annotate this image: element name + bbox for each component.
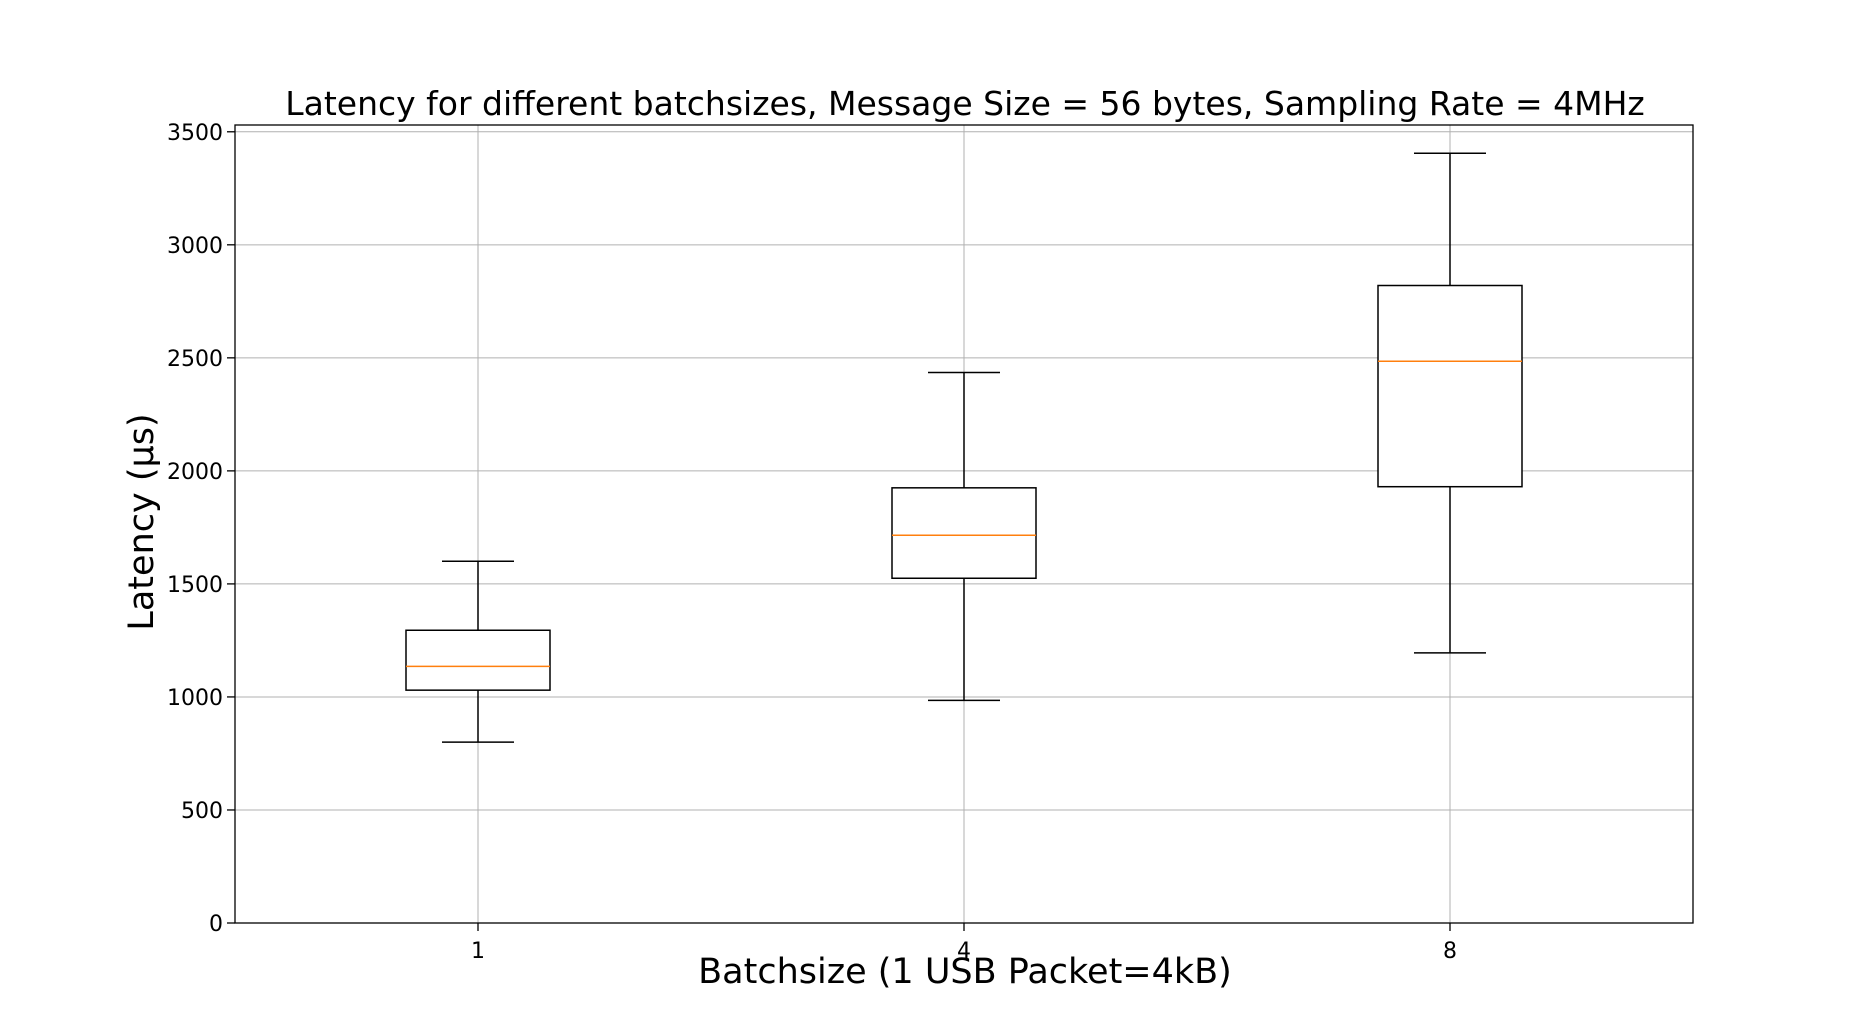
y-tick-label: 0 [209,912,223,937]
y-tick-label: 3500 [167,121,223,146]
x-tick-label: 1 [471,939,485,964]
box-8 [1377,152,1523,654]
chart-title: Latency for different batchsizes, Messag… [285,84,1644,123]
x-axis-label: Batchsize (1 USB Packet=4kB) [698,952,1232,992]
y-tick-label: 2000 [167,460,223,485]
y-tick-label: 2500 [167,347,223,372]
x-axis-ticks: 1 4 8 [471,923,1457,964]
y-tick-label: 500 [181,799,223,824]
box-1 [405,560,551,743]
x-tick-label: 4 [957,939,971,964]
y-axis-ticks: 0 500 1000 1500 2000 2500 3000 3500 [167,121,235,937]
y-tick-label: 1500 [167,573,223,598]
iqr-box [891,487,1037,580]
iqr-box [405,629,551,691]
iqr-box [1377,284,1523,488]
x-tick-label: 8 [1443,939,1457,964]
y-tick-label: 3000 [167,234,223,259]
box-series [405,152,1523,743]
y-tick-label: 1000 [167,686,223,711]
box-4 [891,371,1037,702]
y-axis-label: Latency (μs) [122,413,162,630]
